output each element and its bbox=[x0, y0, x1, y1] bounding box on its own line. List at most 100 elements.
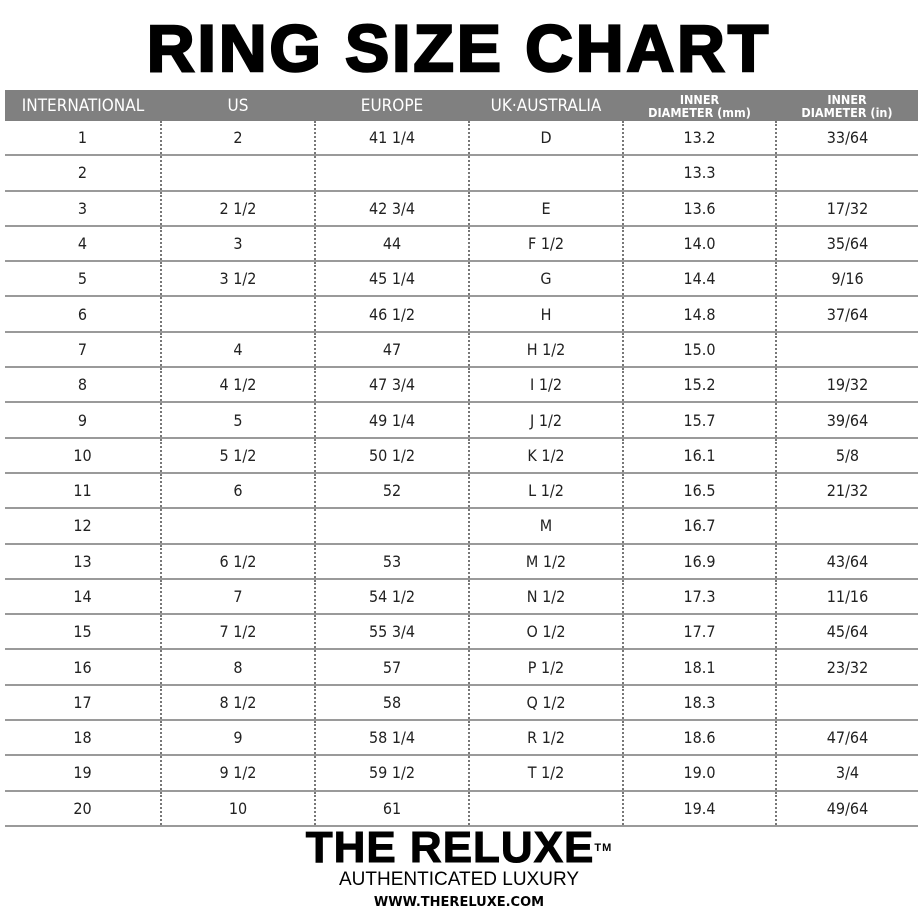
header-international: INTERNATIONAL bbox=[5, 90, 161, 121]
page-title: RING SIZE CHART bbox=[146, 11, 772, 86]
table-row: 16 8 57 P 1/2 18.1 23/32 bbox=[5, 649, 918, 686]
cell-diameter-in: 43/64 bbox=[775, 543, 918, 580]
brand-name: THE RELUXE bbox=[305, 823, 595, 872]
cell-us: 4 1/2 bbox=[160, 367, 315, 404]
cell-diameter-mm: 16.9 bbox=[622, 543, 776, 580]
brand-tagline: AUTHENTICATED LUXURY bbox=[339, 869, 579, 890]
cell-diameter-in: 19/32 bbox=[775, 367, 918, 404]
cell-europe: 46 1/2 bbox=[314, 296, 469, 333]
cell-international: 1 bbox=[5, 121, 161, 157]
cell-uk-australia bbox=[468, 155, 623, 192]
header-line-1: INNER bbox=[827, 91, 867, 107]
cell-diameter-mm: 18.1 bbox=[622, 649, 776, 686]
cell-us: 3 1/2 bbox=[160, 261, 315, 298]
cell-diameter-in bbox=[775, 155, 918, 192]
cell-international: 17 bbox=[5, 684, 161, 722]
table-row: 17 8 1/2 58 Q 1/2 18.3 bbox=[5, 684, 918, 722]
cell-uk-australia: T 1/2 bbox=[468, 755, 623, 792]
cell-international: 16 bbox=[5, 649, 161, 686]
brand-footer: THE RELUXETM AUTHENTICATED LUXURY WWW.TH… bbox=[0, 823, 918, 910]
cell-uk-australia: N 1/2 bbox=[468, 578, 623, 616]
cell-europe: 41 1/4 bbox=[314, 121, 469, 157]
cell-uk-australia: P 1/2 bbox=[468, 649, 623, 686]
cell-europe: 54 1/2 bbox=[314, 578, 469, 616]
cell-europe: 42 3/4 bbox=[314, 190, 469, 227]
cell-us: 9 1/2 bbox=[160, 755, 315, 792]
cell-us: 9 bbox=[160, 720, 315, 757]
cell-europe: 59 1/2 bbox=[314, 755, 469, 792]
cell-international: 18 bbox=[5, 720, 161, 757]
cell-uk-australia: M 1/2 bbox=[468, 543, 623, 580]
header-inner-diameter-in: INNER DIAMETER (in) bbox=[776, 90, 918, 121]
cell-diameter-mm: 19.4 bbox=[622, 790, 776, 827]
cell-diameter-in: 21/32 bbox=[775, 472, 918, 510]
cell-uk-australia: I 1/2 bbox=[468, 367, 623, 404]
cell-diameter-in: 33/64 bbox=[775, 121, 918, 157]
table-row: 11 6 52 L 1/2 16.5 21/32 bbox=[5, 472, 918, 510]
cell-us: 5 bbox=[160, 402, 315, 439]
cell-europe bbox=[314, 508, 469, 545]
cell-europe: 58 bbox=[314, 684, 469, 722]
cell-uk-australia: R 1/2 bbox=[468, 720, 623, 757]
table-row: 13 6 1/2 53 M 1/2 16.9 43/64 bbox=[5, 543, 918, 580]
cell-diameter-in bbox=[775, 508, 918, 545]
header-line-1: INNER bbox=[679, 91, 720, 107]
table-row: 7 4 47 H 1/2 15.0 bbox=[5, 331, 918, 369]
cell-europe: 57 bbox=[314, 649, 469, 686]
cell-diameter-mm: 16.5 bbox=[622, 472, 776, 510]
cell-diameter-mm: 14.0 bbox=[622, 225, 776, 263]
cell-us bbox=[160, 508, 315, 545]
cell-international: 9 bbox=[5, 402, 161, 439]
cell-us: 6 bbox=[160, 472, 315, 510]
cell-europe: 55 3/4 bbox=[314, 614, 469, 651]
cell-international: 7 bbox=[5, 331, 161, 369]
trademark: TM bbox=[594, 842, 613, 854]
cell-europe: 61 bbox=[314, 790, 469, 827]
cell-diameter-mm: 15.0 bbox=[622, 331, 776, 369]
cell-diameter-mm: 13.3 bbox=[622, 155, 776, 192]
cell-international: 8 bbox=[5, 367, 161, 404]
cell-us: 8 bbox=[160, 649, 315, 686]
cell-europe: 50 1/2 bbox=[314, 437, 469, 474]
cell-diameter-mm: 16.7 bbox=[622, 508, 776, 545]
cell-europe bbox=[314, 155, 469, 192]
table-row: 6 46 1/2 H 14.8 37/64 bbox=[5, 296, 918, 333]
cell-diameter-in: 9/16 bbox=[775, 261, 918, 298]
cell-diameter-in: 5/8 bbox=[775, 437, 918, 474]
cell-us: 7 1/2 bbox=[160, 614, 315, 651]
cell-europe: 53 bbox=[314, 543, 469, 580]
cell-uk-australia: J 1/2 bbox=[468, 402, 623, 439]
table-row: 19 9 1/2 59 1/2 T 1/2 19.0 3/4 bbox=[5, 755, 918, 792]
table-row: 4 3 44 F 1/2 14.0 35/64 bbox=[5, 225, 918, 263]
cell-diameter-in: 45/64 bbox=[775, 614, 918, 651]
cell-diameter-mm: 14.4 bbox=[622, 261, 776, 298]
table-row: 20 10 61 19.4 49/64 bbox=[5, 790, 918, 827]
cell-international: 10 bbox=[5, 437, 161, 474]
header-line-2: DIAMETER (mm) bbox=[648, 104, 751, 120]
table-row: 12 M 16.7 bbox=[5, 508, 918, 545]
cell-diameter-mm: 13.2 bbox=[622, 121, 776, 157]
cell-diameter-in: 11/16 bbox=[775, 578, 918, 616]
cell-international: 5 bbox=[5, 261, 161, 298]
cell-diameter-mm: 19.0 bbox=[622, 755, 776, 792]
cell-us: 3 bbox=[160, 225, 315, 263]
cell-us: 10 bbox=[160, 790, 315, 827]
cell-us: 6 1/2 bbox=[160, 543, 315, 580]
cell-diameter-in: 47/64 bbox=[775, 720, 918, 757]
cell-europe: 44 bbox=[314, 225, 469, 263]
cell-europe: 49 1/4 bbox=[314, 402, 469, 439]
cell-diameter-mm: 14.8 bbox=[622, 296, 776, 333]
cell-diameter-mm: 18.3 bbox=[622, 684, 776, 722]
header-us: US bbox=[161, 90, 315, 121]
header-uk-australia: UK·AUSTRALIA bbox=[469, 90, 623, 121]
cell-uk-australia: H 1/2 bbox=[468, 331, 623, 369]
cell-diameter-in: 39/64 bbox=[775, 402, 918, 439]
table-row: 14 7 54 1/2 N 1/2 17.3 11/16 bbox=[5, 578, 918, 616]
cell-international: 4 bbox=[5, 225, 161, 263]
cell-international: 2 bbox=[5, 155, 161, 192]
cell-diameter-mm: 15.7 bbox=[622, 402, 776, 439]
table-row: 15 7 1/2 55 3/4 O 1/2 17.7 45/64 bbox=[5, 614, 918, 651]
